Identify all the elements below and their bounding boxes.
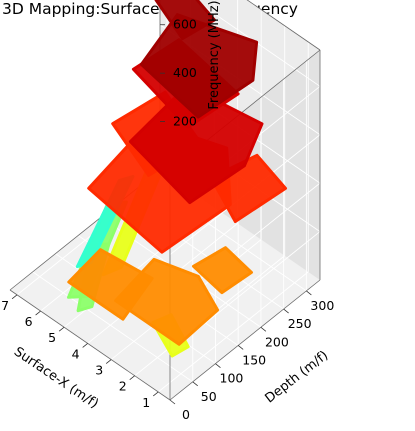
z-tick-label: 600 (173, 17, 197, 32)
z-tick-label: 400 (173, 65, 197, 80)
x-tick-label: 6 (25, 314, 33, 329)
grid-line-z (193, 0, 321, 87)
x-tick (129, 375, 135, 381)
x-tick (35, 310, 41, 316)
x-axis-label: Surface-X (m/f) (11, 344, 101, 411)
surface-region (128, 84, 264, 205)
z-tick-label: 200 (173, 114, 197, 129)
y-tick-label: 150 (242, 352, 266, 367)
x-tick (105, 359, 112, 364)
surface-region (192, 246, 253, 295)
data-surfaces (67, 0, 287, 358)
x-axis-line (9, 289, 171, 401)
y-tick (306, 290, 312, 296)
y-axis-label: Depth (m/f) (262, 348, 331, 406)
surface-region (67, 248, 154, 321)
x-tick-label: 4 (72, 346, 80, 361)
y-tick-label: 0 (182, 407, 190, 422)
surface-region (139, 13, 259, 119)
pane-edge (246, 0, 321, 51)
y-tick (283, 308, 289, 314)
x-tick (82, 343, 88, 348)
x-tick (152, 391, 159, 397)
y-tick (260, 326, 267, 332)
x-tick-label: 7 (1, 298, 9, 313)
z-axis-label: Frequency (MHz) (207, 0, 222, 109)
tick-labels: 1234567050100150200250300200400600800 (1, 17, 334, 422)
y-tick (169, 399, 176, 405)
y-tick-label: 300 (310, 298, 334, 313)
x-tick-label: 2 (119, 379, 127, 394)
y-tick (215, 363, 221, 368)
y-tick-label: 100 (220, 371, 244, 386)
y-axis-line (169, 279, 321, 401)
tick-marks (11, 24, 312, 405)
x-tick-label: 3 (95, 363, 103, 378)
x-tick-label: 5 (48, 330, 56, 345)
surface-region (154, 0, 216, 41)
grid-line-y (32, 271, 193, 383)
y-tick (192, 381, 198, 387)
y-tick-label: 50 (201, 389, 217, 404)
x-tick-label: 1 (142, 395, 150, 410)
x-tick (11, 294, 18, 300)
y-tick-label: 250 (288, 316, 312, 331)
y-tick-label: 200 (265, 334, 289, 349)
y-tick (237, 345, 244, 350)
x-tick (58, 326, 65, 332)
